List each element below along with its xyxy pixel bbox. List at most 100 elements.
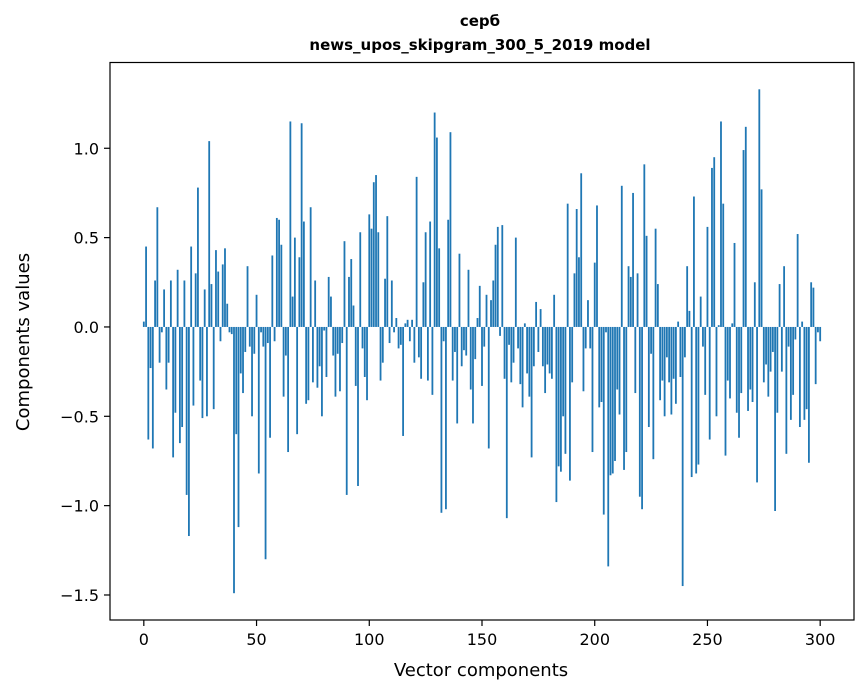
bar-164 xyxy=(512,326,515,363)
bar-133 xyxy=(442,326,445,342)
bar-21 xyxy=(190,246,193,327)
bar-149 xyxy=(478,285,481,327)
bar-210 xyxy=(616,326,619,390)
bar-207 xyxy=(609,326,612,476)
bar-163 xyxy=(510,326,513,383)
bar-231 xyxy=(663,326,666,417)
bar-206 xyxy=(607,326,610,567)
bar-268 xyxy=(747,326,749,411)
bar-289 xyxy=(794,326,797,340)
bar-208 xyxy=(611,326,614,474)
bar-194 xyxy=(580,173,583,327)
bar-72 xyxy=(305,326,308,404)
bar-15 xyxy=(176,269,179,327)
bar-243 xyxy=(690,326,693,478)
bar-80 xyxy=(323,326,326,331)
bar-22 xyxy=(192,326,195,406)
bar-190 xyxy=(571,326,574,383)
bar-238 xyxy=(679,326,682,377)
bar-260 xyxy=(729,326,731,399)
y-tick-label: −1.5 xyxy=(60,586,99,605)
bar-69 xyxy=(298,257,301,327)
bar-58 xyxy=(273,326,276,342)
y-tick-label: −1.0 xyxy=(60,497,99,516)
bar-228 xyxy=(656,284,659,327)
bar-68 xyxy=(296,326,299,435)
bar-94 xyxy=(354,326,357,386)
bar-12 xyxy=(169,280,172,327)
bar-214 xyxy=(625,326,628,453)
bar-227 xyxy=(654,228,657,327)
bar-156 xyxy=(494,244,497,327)
bar-74 xyxy=(309,207,312,327)
bar-221 xyxy=(641,326,643,510)
bar-157 xyxy=(496,226,499,327)
bar-251 xyxy=(708,326,711,440)
bar-215 xyxy=(627,266,630,327)
bar-161 xyxy=(505,326,508,519)
bar-198 xyxy=(589,326,592,349)
bar-134 xyxy=(445,326,447,510)
bar-258 xyxy=(724,326,727,456)
bar-106 xyxy=(381,326,384,363)
bar-52 xyxy=(260,326,262,333)
y-tick-label: −0.5 xyxy=(60,407,99,426)
bar-222 xyxy=(643,164,646,327)
bar-70 xyxy=(300,123,303,327)
bar-176 xyxy=(539,309,542,327)
bar-197 xyxy=(587,300,589,327)
bar-270 xyxy=(751,326,754,403)
bar-241 xyxy=(686,266,689,327)
bar-281 xyxy=(776,326,779,413)
bar-148 xyxy=(476,318,479,327)
bar-291 xyxy=(798,326,801,428)
bar-91 xyxy=(348,276,350,327)
bar-111 xyxy=(393,326,395,333)
bar-253 xyxy=(713,157,716,327)
bar-30 xyxy=(210,284,213,327)
bar-279 xyxy=(771,326,774,352)
bar-76 xyxy=(314,280,317,327)
bar-14 xyxy=(174,326,177,413)
bar-170 xyxy=(526,326,528,374)
bar-195 xyxy=(582,326,585,392)
bar-6 xyxy=(156,207,159,327)
bar-33 xyxy=(217,271,220,327)
bar-44 xyxy=(242,326,244,394)
bar-269 xyxy=(749,326,752,390)
bar-41 xyxy=(235,326,238,435)
bar-186 xyxy=(562,326,565,417)
bar-130 xyxy=(436,137,438,327)
bar-99 xyxy=(366,326,368,401)
bar-237 xyxy=(677,321,680,327)
bar-129 xyxy=(433,112,436,327)
bar-9 xyxy=(163,289,166,327)
bar-259 xyxy=(726,326,729,381)
bar-143 xyxy=(465,326,468,356)
bar-60 xyxy=(278,219,280,327)
bar-167 xyxy=(519,326,522,385)
bar-225 xyxy=(650,326,652,354)
bar-234 xyxy=(670,326,673,415)
bar-240 xyxy=(684,326,686,358)
bar-229 xyxy=(659,326,662,401)
bar-267 xyxy=(744,126,747,327)
bar-199 xyxy=(591,326,594,453)
bar-138 xyxy=(454,326,456,352)
x-axis-label: Vector components xyxy=(394,660,568,681)
bar-261 xyxy=(731,323,734,327)
bar-205 xyxy=(605,326,607,333)
y-tick-label: 0.0 xyxy=(74,318,99,337)
bar-193 xyxy=(578,257,580,327)
bar-230 xyxy=(661,326,664,381)
bar-166 xyxy=(517,326,519,349)
bar-96 xyxy=(359,232,362,327)
bar-7 xyxy=(158,326,161,363)
bar-24 xyxy=(197,187,199,327)
bar-248 xyxy=(702,326,704,347)
x-tick-label: 100 xyxy=(354,630,385,649)
bar-73 xyxy=(307,326,310,401)
bar-147 xyxy=(474,326,477,360)
bar-242 xyxy=(688,310,691,327)
